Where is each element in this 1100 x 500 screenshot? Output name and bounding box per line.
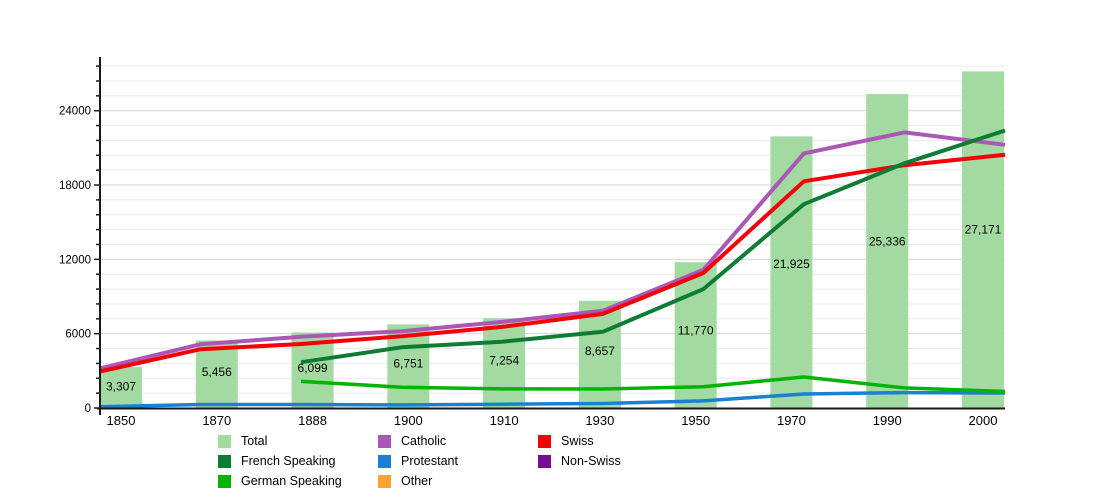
legend-label: Other	[401, 473, 433, 488]
legend-swatch-other	[378, 474, 391, 488]
legend-column-1: Total French Speaking German Speaking	[218, 431, 378, 491]
line-french-speaking	[300, 128, 1006, 365]
bar-2000	[962, 71, 1004, 408]
bar-label-1970: 21,925	[773, 257, 810, 271]
x-tick-label-2000: 2000	[969, 413, 998, 428]
bar-label-1990: 25,336	[869, 235, 906, 249]
y-tick-label-6000: 6000	[65, 329, 91, 341]
x-tick-label-1970: 1970	[777, 413, 806, 428]
x-tick-label-1910: 1910	[490, 413, 519, 428]
y-axis-labels: 0 6000 12000 18000 24000	[59, 65, 100, 415]
x-tick-label-1990: 1990	[873, 413, 902, 428]
legend-swatch-french-speaking	[218, 454, 231, 468]
bar-1950	[674, 262, 717, 408]
bar-label-2000: 27,171	[965, 223, 1002, 237]
legend-item-catholic: Catholic	[378, 431, 538, 451]
x-tick-label-1888: 1888	[298, 413, 327, 428]
y-tick-label-0: 0	[85, 403, 91, 415]
bar-1970	[770, 136, 813, 409]
bar-label-1870: 5,456	[202, 365, 232, 379]
x-tick-label-1950: 1950	[681, 413, 710, 428]
y-tick-label-24000: 24000	[59, 106, 91, 118]
legend-label: Protestant	[401, 453, 458, 468]
y-tick-label-12000: 12000	[59, 254, 91, 266]
legend-label: German Speaking	[241, 473, 342, 488]
line-protestant	[99, 390, 1006, 409]
legend-swatch-total	[218, 434, 231, 448]
legend-column-3: Swiss Non-Swiss	[538, 431, 698, 491]
x-tick-label-1930: 1930	[585, 413, 614, 428]
bar-label-1850: 3,307	[106, 379, 136, 393]
x-axis-labels: 1850 1870 1888 1900 1910 1930 1950 1970 1990 2000	[107, 413, 998, 428]
legend-swatch-non-swiss	[538, 454, 551, 468]
legend-label: Swiss	[561, 433, 594, 448]
legend-item-total: Total	[218, 431, 378, 451]
legend: Total French Speaking German Speaking Catho…	[218, 431, 698, 491]
bar-label-1910: 7,254	[489, 353, 519, 367]
bar-label-1930: 8,657	[585, 344, 615, 358]
bar-label-1888: 6,099	[298, 361, 328, 375]
legend-swatch-swiss	[538, 434, 551, 448]
x-tick-label-1850: 1850	[107, 413, 136, 428]
y-tick-label-18000: 18000	[59, 180, 91, 192]
legend-label: French Speaking	[241, 453, 336, 468]
legend-swatch-catholic	[378, 434, 391, 448]
legend-label: Catholic	[401, 433, 447, 448]
legend-swatch-german-speaking	[218, 474, 231, 488]
legend-item-protestant: Protestant	[378, 451, 538, 471]
legend-item-swiss: Swiss	[538, 431, 698, 451]
legend-item-french-speaking: French Speaking	[218, 451, 378, 471]
line-german-speaking	[300, 375, 1006, 394]
legend-item-other: Other	[378, 471, 538, 491]
legend-label: Total	[241, 433, 268, 448]
bar-1870	[195, 340, 238, 408]
bar-label-1950: 11,770	[678, 324, 714, 338]
bar-1990	[866, 94, 909, 408]
legend-column-2: Catholic Protestant Other	[378, 431, 538, 491]
legend-item-german-speaking: German Speaking	[218, 471, 378, 491]
legend-item-non-swiss: Non-Swiss	[538, 451, 698, 471]
gridlines	[101, 65, 1005, 394]
bar-1910	[483, 318, 526, 408]
x-tick-label-1900: 1900	[394, 413, 423, 428]
line-catholic	[99, 130, 1006, 371]
series-lines	[99, 128, 1006, 409]
bar-value-labels: 3,307 5,456 6,099 6,751 7,254 8,657 11,770 21,9…	[106, 223, 1002, 394]
x-tick-label-1870: 1870	[202, 413, 231, 428]
line-swiss	[99, 152, 1006, 374]
legend-label: Non-Swiss	[561, 453, 621, 468]
bar-1850	[100, 367, 142, 408]
legend-swatch-protestant	[378, 454, 391, 468]
bar-label-1900: 6,751	[393, 357, 423, 371]
